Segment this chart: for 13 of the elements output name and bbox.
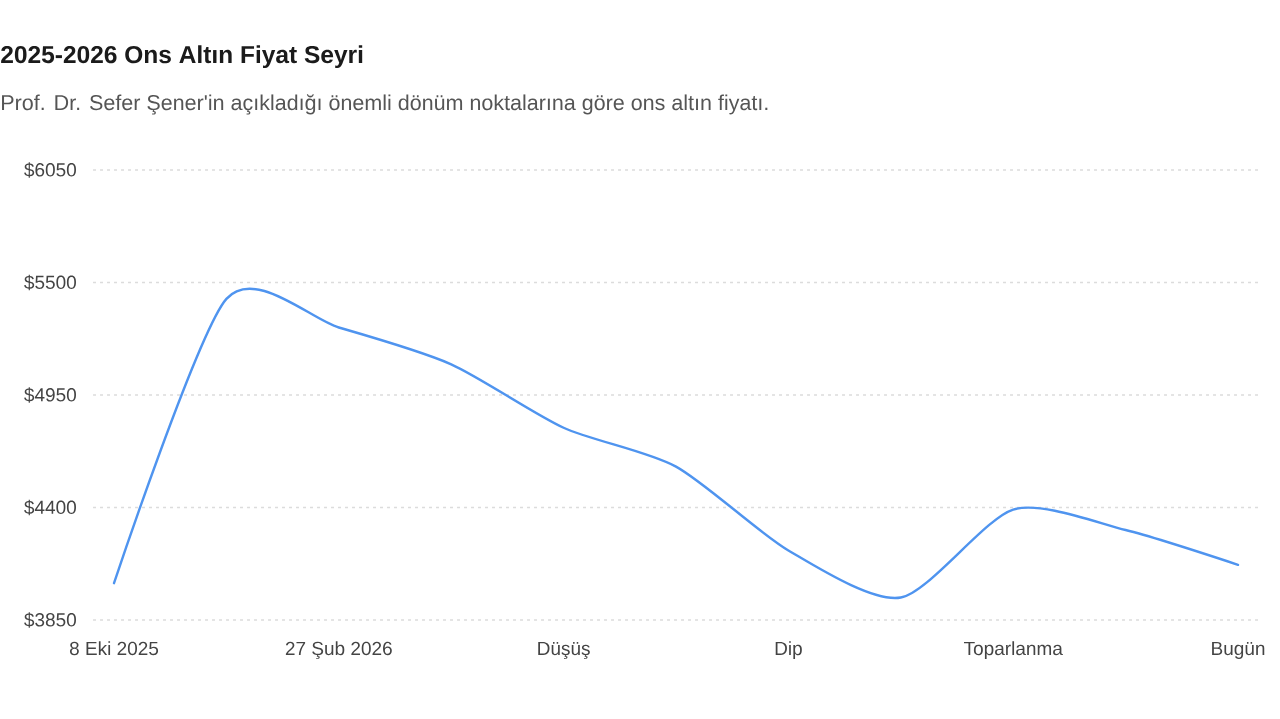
x-tick-label: Düşüş xyxy=(538,641,590,660)
x-tick-label: Dip xyxy=(775,641,802,659)
y-tick-label: $3850 xyxy=(24,612,76,628)
x-tick-label: 8 Eki 2025 xyxy=(69,641,159,656)
chart-subtitle: Prof. Dr. Sefer Şener'in açıkladığı önemli dönüm noktalarına göre ons altın fiyatı. xyxy=(2,94,768,115)
x-tick-label: Toparlanma xyxy=(963,641,1063,659)
chart-title: 2025-2026 Ons Altın Fiyat Seyri xyxy=(1,45,363,69)
y-tick-label: $5500 xyxy=(24,274,76,291)
y-tick-label: $4400 xyxy=(24,499,76,516)
y-tick-label: $6050 xyxy=(24,162,76,178)
x-tick-label: Bugün xyxy=(1212,641,1265,659)
y-tick-label: $4950 xyxy=(24,387,76,403)
x-tick-label: 27 Şub 2026 xyxy=(285,641,392,660)
